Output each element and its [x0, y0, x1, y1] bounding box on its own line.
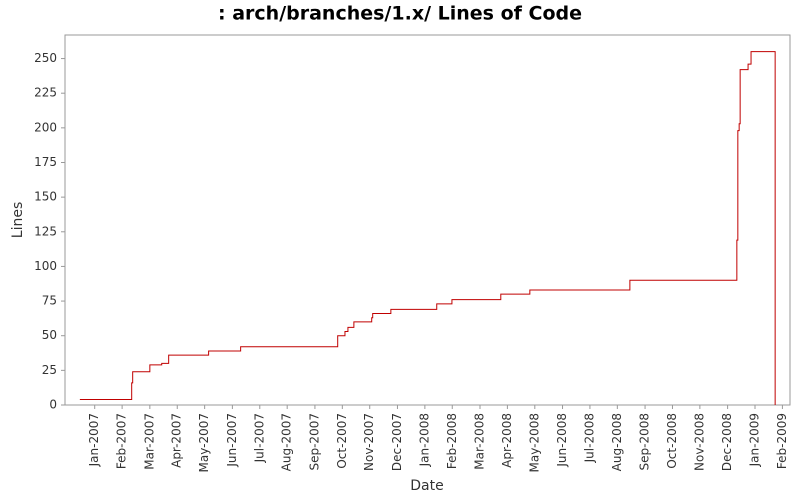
plot-area	[64, 34, 791, 406]
x-tick-label: Jul-2008	[582, 413, 596, 463]
x-tick-label: May-2007	[197, 413, 211, 472]
chart-title: : arch/branches/1.x/ Lines of Code	[218, 3, 582, 25]
x-axis-title: Date	[410, 478, 443, 494]
x-tick-label: Dec-2008	[720, 413, 734, 471]
x-tick-label: Jan-2008	[417, 413, 431, 467]
y-tick-label: 150	[34, 190, 57, 204]
y-tick-label: 0	[49, 398, 57, 412]
x-tick-label: Mar-2008	[472, 413, 486, 470]
y-tick-label: 175	[34, 155, 57, 169]
y-tick-label: 50	[42, 328, 57, 342]
x-tick-label: Nov-2007	[362, 413, 376, 471]
x-tick-label: Jun-2008	[555, 413, 569, 468]
x-tick-label: Feb-2007	[115, 413, 129, 469]
x-tick-label: Feb-2008	[445, 413, 459, 469]
x-tick-label: Aug-2008	[610, 413, 624, 471]
x-tick-label: Sep-2008	[638, 413, 652, 471]
y-tick-label: 225	[34, 86, 57, 100]
x-tick-label: Oct-2007	[335, 413, 349, 469]
x-tick-label: Jun-2007	[225, 413, 239, 468]
x-tick-label: Sep-2007	[307, 413, 321, 471]
y-tick-label: 25	[42, 363, 57, 377]
x-tick-label: Apr-2008	[500, 413, 514, 468]
x-tick-label: Mar-2007	[142, 413, 156, 470]
y-tick-label: 100	[34, 259, 57, 273]
x-tick-label: Apr-2007	[170, 413, 184, 468]
x-tick-label: Jan-2007	[87, 413, 101, 467]
y-tick-label: 200	[34, 120, 57, 134]
x-tick-label: Oct-2008	[665, 413, 679, 469]
x-tick-label: Nov-2008	[692, 413, 706, 471]
data-line	[79, 51, 776, 405]
y-axis-title: Lines	[10, 202, 26, 238]
x-tick-label: Feb-2009	[775, 413, 789, 469]
x-tick-label: Jul-2007	[252, 413, 266, 463]
y-tick-label: 75	[42, 294, 57, 308]
y-tick-label: 125	[34, 224, 57, 238]
y-tick-label: 250	[34, 51, 57, 65]
x-tick-label: Jan-2009	[748, 413, 762, 467]
x-tick-label: May-2008	[527, 413, 541, 472]
x-tick-label: Aug-2007	[280, 413, 294, 471]
x-tick-label: Dec-2007	[390, 413, 404, 471]
